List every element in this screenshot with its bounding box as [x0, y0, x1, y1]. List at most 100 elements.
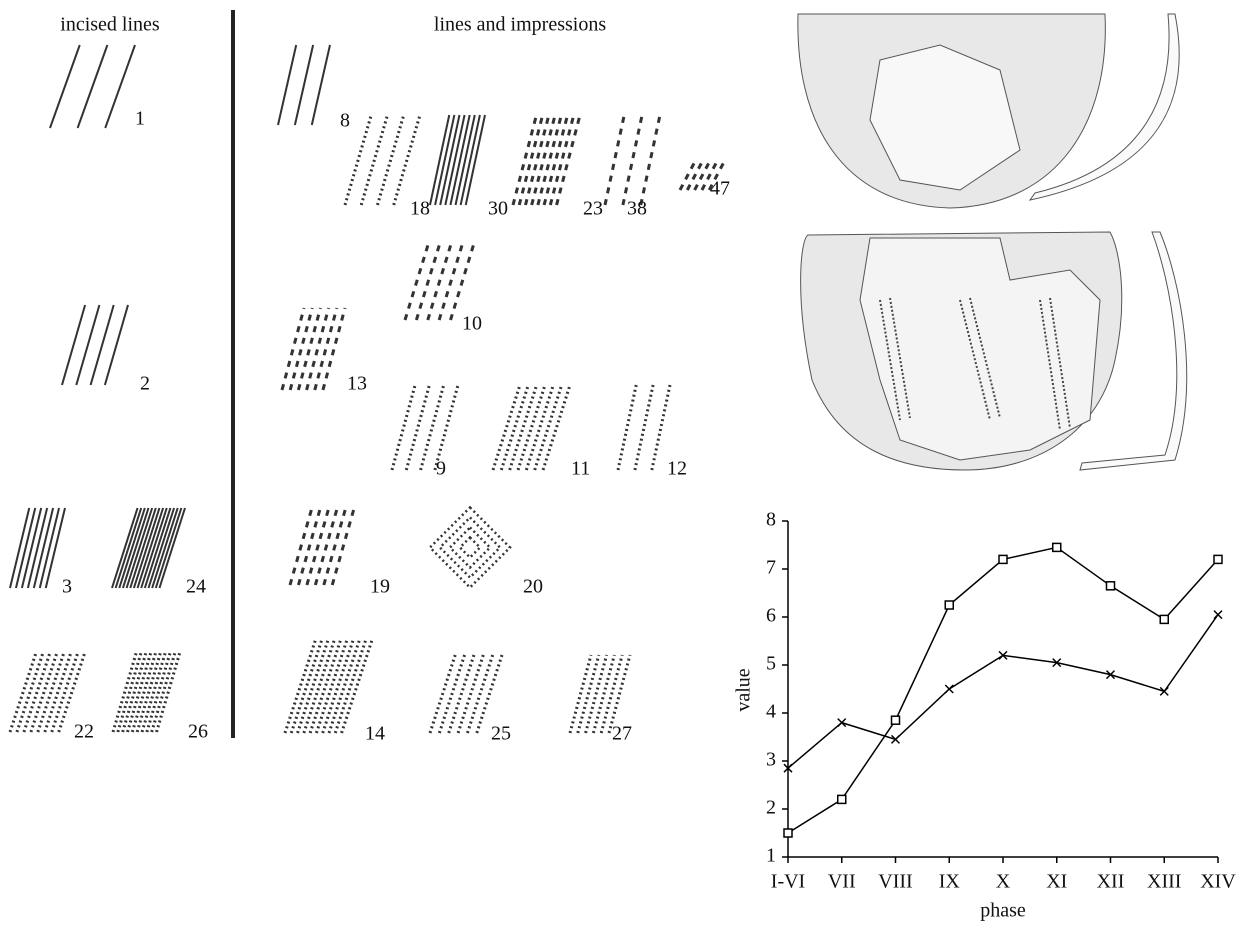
- y-tick-label: 2: [766, 797, 776, 819]
- motif-stroke: [460, 538, 480, 558]
- motif: [290, 505, 355, 585]
- motif-number: 19: [370, 576, 390, 598]
- x-tick-label: VII: [828, 871, 856, 893]
- motif-number: 1: [135, 108, 145, 130]
- motif-stroke: [405, 240, 430, 320]
- motif-stroke: [430, 508, 510, 588]
- motif: [10, 508, 65, 588]
- motif-stroke: [430, 115, 449, 205]
- motif-number: 23: [583, 198, 603, 220]
- motif-stroke: [450, 115, 469, 205]
- motif-number: 14: [365, 723, 385, 745]
- motif: [285, 640, 372, 733]
- motif-stroke: [544, 115, 567, 205]
- motif-stroke: [466, 115, 485, 205]
- y-tick-label: 5: [766, 653, 776, 675]
- motif-stroke: [416, 240, 441, 320]
- motif-stroke: [440, 115, 459, 205]
- y-tick-label: 1: [766, 845, 776, 867]
- motif-number: 30: [488, 198, 508, 220]
- motif-number: 10: [462, 313, 482, 335]
- motif-number: 18: [410, 198, 430, 220]
- marker: [945, 685, 953, 693]
- motif-stroke: [91, 305, 114, 385]
- motif-number: 38: [627, 198, 647, 220]
- motif: [493, 385, 570, 470]
- motif-stroke: [304, 640, 334, 733]
- motif-stroke: [38, 652, 64, 732]
- motif-stroke: [24, 652, 50, 732]
- motif-stroke: [406, 385, 429, 470]
- motif-stroke: [316, 640, 346, 733]
- figure: incised lines lines and impressions 1232…: [0, 0, 1242, 928]
- motif: [405, 240, 475, 320]
- motif-stroke: [62, 305, 85, 385]
- motif-stroke: [538, 115, 561, 205]
- motif: [345, 115, 420, 205]
- motif: [605, 115, 660, 205]
- motif: [570, 655, 630, 733]
- motif-stroke: [45, 652, 71, 732]
- motif-stroke: [312, 45, 330, 125]
- x-tick-label: IX: [939, 871, 961, 893]
- marker: [1214, 555, 1222, 563]
- heading: lines and impressions: [434, 14, 606, 36]
- motif-stroke: [105, 305, 128, 385]
- motif-stroke: [361, 115, 387, 205]
- marker: [838, 795, 846, 803]
- x-tick-label: VIII: [878, 871, 912, 893]
- motif-stroke: [10, 652, 36, 732]
- motif: [113, 652, 180, 732]
- x-tick-label: XIII: [1147, 871, 1181, 893]
- motif: [513, 115, 580, 205]
- y-tick-label: 8: [766, 509, 776, 531]
- pot-drawing: [798, 14, 1187, 470]
- y-tick-label: 7: [766, 557, 776, 579]
- motif: [62, 305, 128, 385]
- motif-stroke: [695, 160, 711, 190]
- motif-stroke: [17, 652, 43, 732]
- motif-stroke: [31, 652, 57, 732]
- motif-stroke: [445, 115, 464, 205]
- motif-number: 47: [710, 178, 730, 200]
- motif-stroke: [78, 45, 108, 128]
- motif-number: 12: [667, 458, 687, 480]
- motif-stroke: [451, 240, 476, 320]
- motif-stroke: [105, 45, 135, 128]
- motif-stroke: [641, 115, 660, 205]
- series-line: [788, 615, 1218, 769]
- x-tick-label: XI: [1046, 871, 1067, 893]
- motif: [392, 385, 458, 470]
- motif-number: 22: [74, 721, 94, 743]
- motif-stroke: [378, 115, 404, 205]
- motif-stroke: [435, 115, 454, 205]
- motif-stroke: [285, 640, 315, 733]
- marker: [1107, 582, 1115, 590]
- motif-stroke: [680, 160, 696, 190]
- motif-stroke: [532, 115, 555, 205]
- motif-stroke: [278, 45, 296, 125]
- motif-number: 13: [347, 373, 367, 395]
- series-line: [788, 547, 1218, 833]
- motif-number: 25: [491, 723, 511, 745]
- heading: incised lines: [60, 14, 160, 36]
- motif-stroke: [687, 160, 703, 190]
- motif-stroke: [342, 640, 372, 733]
- marker: [1053, 543, 1061, 551]
- marker: [945, 601, 953, 609]
- motif-stroke: [635, 385, 653, 470]
- y-tick-label: 3: [766, 749, 776, 771]
- motif-stroke: [525, 115, 548, 205]
- motif: [430, 508, 510, 588]
- x-tick-label: XII: [1097, 871, 1125, 893]
- marker: [1160, 687, 1168, 695]
- motif-stroke: [618, 385, 636, 470]
- x-tick-label: I-VI: [771, 871, 805, 893]
- motif-number: 20: [523, 576, 543, 598]
- motif-stroke: [456, 115, 475, 205]
- motif-number: 3: [62, 576, 72, 598]
- motif-number: 11: [571, 458, 590, 480]
- y-tick-label: 6: [766, 605, 776, 627]
- y-tick-label: 4: [766, 701, 776, 723]
- motif-stroke: [310, 640, 340, 733]
